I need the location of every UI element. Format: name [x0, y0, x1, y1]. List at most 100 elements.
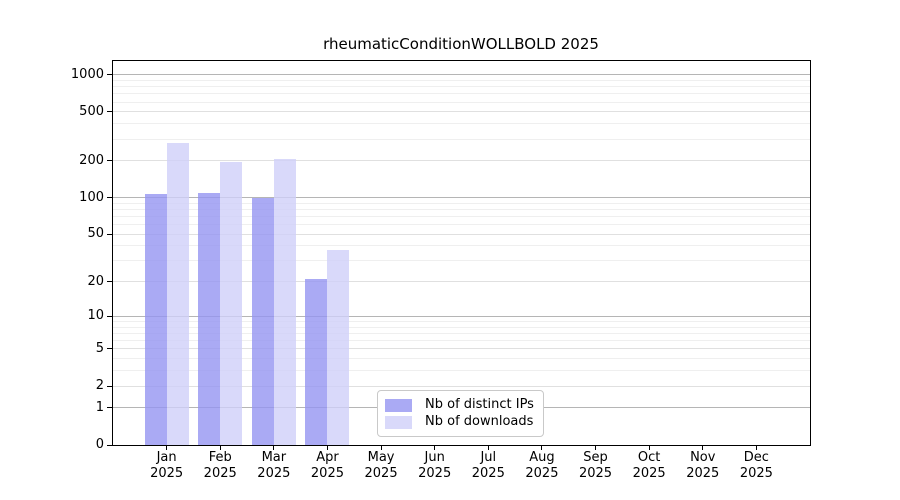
y-tick-1000: [107, 74, 113, 76]
x-tick-label-year: 2025: [150, 465, 184, 481]
y-tick-label-200: 200: [79, 152, 104, 168]
x-tick-label-nov: Nov 2025: [675, 450, 731, 481]
gridline-300: [113, 138, 810, 140]
gridline-70: [113, 216, 810, 218]
y-tick-5: [107, 348, 113, 350]
y-tick-200: [107, 160, 113, 162]
x-tick-label-jan: Jan 2025: [139, 450, 195, 481]
x-tick-label-year: 2025: [310, 465, 344, 481]
bar-jan-distinct-ips: [144, 193, 167, 445]
x-tick-label-sep: Sep 2025: [568, 450, 624, 481]
x-tick-label-year: 2025: [632, 465, 666, 481]
x-tick-label-month: May: [367, 450, 395, 465]
x-tick-apr: [326, 446, 328, 450]
x-tick-label-aug: Aug 2025: [514, 450, 570, 481]
bar-mar-downloads: [273, 159, 296, 445]
gridline-4: [113, 358, 810, 360]
legend: Nb of distinct IPs Nb of downloads: [377, 390, 544, 437]
legend-item-distinct-ips: Nb of distinct IPs: [385, 397, 535, 413]
x-tick-label-year: 2025: [364, 465, 398, 481]
gridline-7: [113, 333, 810, 335]
x-tick-label-dec: Dec 2025: [728, 450, 784, 481]
y-tick-2: [107, 385, 113, 387]
legend-label-downloads: Nb of downloads: [425, 414, 534, 429]
gridline-400: [113, 123, 810, 125]
y-tick-500: [107, 111, 113, 113]
gridline-100: [113, 197, 810, 199]
gridline-5: [113, 348, 810, 350]
x-tick-label-month: Jan: [156, 450, 177, 465]
x-tick-label-month: Oct: [637, 450, 661, 465]
x-tick-label-month: Jul: [480, 450, 497, 465]
gridline-20: [113, 281, 810, 283]
legend-swatch-downloads: [385, 415, 412, 429]
gridline-40: [113, 245, 810, 247]
x-tick-feb: [219, 446, 221, 450]
y-tick-label-20: 20: [87, 273, 104, 289]
x-tick-oct: [648, 446, 650, 450]
x-tick-label-month: Mar: [261, 450, 287, 465]
bar-jan-downloads: [166, 142, 189, 445]
x-tick-jun: [434, 446, 436, 450]
x-tick-label-jul: Jul 2025: [460, 450, 516, 481]
bar-apr-downloads: [327, 250, 350, 445]
gridline-90: [113, 202, 810, 204]
y-tick-20: [107, 281, 113, 283]
x-tick-label-year: 2025: [739, 465, 773, 481]
x-tick-label-may: May 2025: [353, 450, 409, 481]
y-tick-10: [107, 315, 113, 317]
gridline-10: [113, 315, 810, 317]
gridline-700: [113, 93, 810, 95]
y-tick-50: [107, 233, 113, 235]
gridline-6: [113, 340, 810, 342]
gridline-8: [113, 326, 810, 328]
gridline-800: [113, 86, 810, 88]
gridline-1000: [113, 74, 810, 76]
gridline-60: [113, 224, 810, 226]
x-tick-label-month: Nov: [690, 450, 716, 465]
legend-swatch-distinct-ips: [385, 398, 412, 412]
x-tick-label-month: Sep: [583, 450, 608, 465]
x-tick-label-month: Apr: [316, 450, 339, 465]
bar-feb-downloads: [220, 162, 243, 445]
gridline-900: [113, 79, 810, 81]
x-tick-label-month: Dec: [743, 450, 769, 465]
gridline-80: [113, 208, 810, 210]
x-tick-label-month: Aug: [529, 450, 555, 465]
x-tick-label-apr: Apr 2025: [299, 450, 355, 481]
x-tick-sep: [595, 446, 597, 450]
x-tick-label-year: 2025: [471, 465, 505, 481]
x-tick-label-year: 2025: [686, 465, 720, 481]
y-tick-label-500: 500: [79, 103, 104, 119]
y-tick-label-10: 10: [87, 308, 104, 324]
x-tick-nov: [702, 446, 704, 450]
gridline-50: [113, 233, 810, 235]
chart-title: rheumaticConditionWOLLBOLD 2025: [323, 35, 599, 53]
x-tick-dec: [755, 446, 757, 450]
x-tick-label-year: 2025: [418, 465, 452, 481]
y-tick-0: [107, 444, 113, 446]
x-tick-label-year: 2025: [203, 465, 237, 481]
x-tick-aug: [541, 446, 543, 450]
gridline-2: [113, 385, 810, 387]
y-tick-label-0: 0: [95, 437, 104, 452]
y-tick-1: [107, 407, 113, 409]
x-tick-label-year: 2025: [525, 465, 559, 481]
x-tick-mar: [273, 446, 275, 450]
gridline-500: [113, 111, 810, 113]
gridline-9: [113, 321, 810, 323]
gridline-200: [113, 160, 810, 162]
y-tick-100: [107, 197, 113, 199]
legend-label-distinct-ips: Nb of distinct IPs: [425, 397, 534, 412]
legend-item-downloads: Nb of downloads: [385, 414, 535, 430]
bar-apr-distinct-ips: [305, 279, 328, 445]
x-tick-label-jun: Jun 2025: [407, 450, 463, 481]
x-tick-label-mar: Mar 2025: [246, 450, 302, 481]
x-tick-label-feb: Feb 2025: [192, 450, 248, 481]
gridline-30: [113, 260, 810, 262]
y-tick-label-50: 50: [87, 226, 104, 242]
y-tick-label-1000: 1000: [70, 66, 104, 82]
x-tick-jan: [166, 446, 168, 450]
x-tick-label-oct: Oct 2025: [621, 450, 677, 481]
